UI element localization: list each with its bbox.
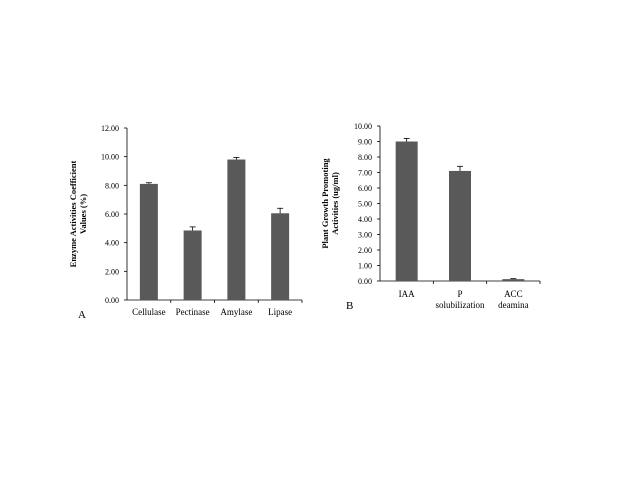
y-tick-label: 10.00 [101,153,119,162]
x-tick-label-line: P [457,289,462,299]
bar [227,159,246,300]
bar [502,279,525,281]
x-tick-label: Cellulase [132,307,166,317]
y-tick-label: 10.00 [354,122,372,131]
y-tick-label: 12.00 [101,124,119,133]
x-tick-label-line: Pectinase [176,307,210,317]
x-tick-label-line: ACC [504,289,523,299]
y-tick-label: 2.00 [105,267,119,276]
y-tick-label: 1.00 [358,262,372,271]
bar [271,213,290,300]
y-tick-label: 6.00 [358,184,372,193]
x-tick-label: IAA [399,289,415,299]
x-tick-label-line: Cellulase [132,307,166,317]
y-axis-label-line: Plant Growth Promoting [320,158,330,249]
x-tick-label-line: Amylase [220,307,252,317]
y-tick-label: 0.00 [358,277,372,286]
y-tick-label: 8.00 [105,181,119,190]
y-tick-label: 6.00 [105,210,119,219]
y-axis-label-line: Values (%) [78,194,88,234]
y-axis-label: Plant Growth PromotingActivities (ug/ml) [320,158,340,249]
chart-panel-b: 0.00 1.00 2.00 3.00 4.00 5.00 6.00 7.00 8.00 9.00… [320,122,541,312]
y-tick-label: 4.00 [105,239,119,248]
x-tick-label: Lipase [268,307,292,317]
y-tick-label: 7.00 [358,169,372,178]
x-tick-label: ACC deamina [498,289,529,310]
y-tick-label: 3.00 [358,231,372,240]
y-tick-label: 0.00 [105,296,119,305]
y-tick-label: 4.00 [358,215,372,224]
y-tick-label: 2.00 [358,246,372,255]
panel-label: B [346,300,353,312]
y-axis-label: Enzyme Activities CoefficientValues (%) [68,160,88,267]
panel-label: A [78,309,86,321]
y-axis-label-line: Activities (ug/ml) [330,172,340,235]
x-tick-label: Amylase [220,307,252,317]
bar [139,183,158,300]
x-tick-label-line: solubilization [436,300,485,310]
y-tick-label: 5.00 [358,200,372,209]
bar [395,141,418,281]
y-axis-label-line: Enzyme Activities Coefficient [68,160,78,267]
y-tick-label: 9.00 [358,138,372,147]
y-tick-label: 8.00 [358,153,372,162]
x-tick-label-line: deamina [498,300,529,310]
x-tick-label: Pectinase [176,307,210,317]
bar [183,230,202,300]
x-tick-label-line: IAA [399,289,415,299]
bar [449,170,471,281]
x-tick-label-line: Lipase [268,307,292,317]
chart-panel-a: 0.00 2.00 4.00 6.00 8.00 10.00 12.00 Cellulase P… [68,124,303,321]
